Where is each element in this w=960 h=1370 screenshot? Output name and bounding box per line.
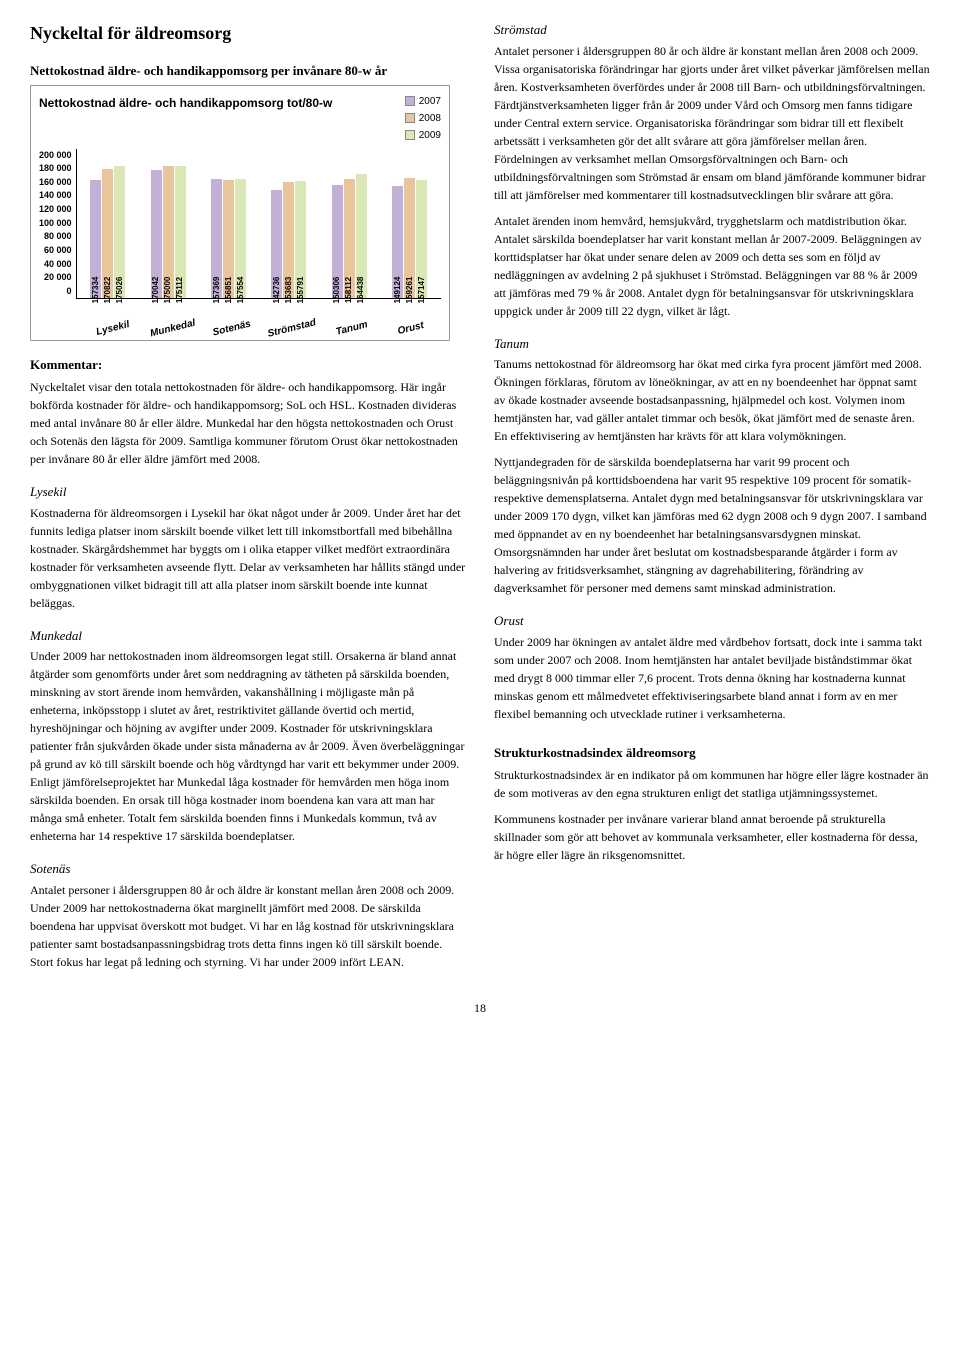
sotenas-heading: Sotenäs (30, 859, 466, 879)
bar-value-label: 164438 (355, 276, 367, 303)
bar-value-label: 150306 (331, 276, 343, 303)
bar-group: 150306158112164438 (324, 174, 374, 297)
bar: 150306 (332, 185, 343, 298)
struktur-body-2: Kommunens kostnader per invånare variera… (494, 810, 930, 864)
legend-label: 2008 (419, 111, 441, 126)
right-column: Strömstad Antalet personer i åldersgrupp… (494, 20, 930, 979)
bar: 170042 (151, 170, 162, 298)
stromstad-body-1: Antalet personer i åldersgruppen 80 år o… (494, 42, 930, 204)
bar-value-label: 153683 (283, 276, 295, 303)
bar-group: 157334170822175026 (83, 166, 133, 297)
stromstad-body-2: Antalet ärenden inom hemvård, hemsjukvår… (494, 212, 930, 320)
y-tick: 120 000 (39, 203, 72, 217)
y-tick: 80 000 (44, 230, 72, 244)
bar: 156851 (223, 180, 234, 298)
bar: 170822 (102, 169, 113, 297)
bar-group: 149124159261157147 (385, 178, 435, 297)
y-tick: 20 000 (44, 271, 72, 285)
bar-value-label: 175000 (162, 276, 174, 303)
y-tick: 200 000 (39, 149, 72, 163)
tanum-body-1: Tanums nettokostnad för äldreomsorg har … (494, 355, 930, 445)
bar: 158112 (344, 179, 355, 298)
bar: 159261 (404, 178, 415, 297)
bar: 157554 (235, 179, 246, 297)
legend-swatch (405, 130, 415, 140)
bar: 175000 (163, 166, 174, 297)
bar: 157334 (90, 180, 101, 298)
struktur-body-1: Strukturkostnadsindex är en indikator på… (494, 766, 930, 802)
legend-item: 2008 (405, 111, 441, 126)
bar-value-label: 157369 (211, 276, 223, 303)
y-axis: 200 000180 000160 000140 000120 000100 0… (39, 149, 76, 299)
bar-value-label: 156851 (223, 276, 235, 303)
y-tick: 180 000 (39, 162, 72, 176)
struktur-heading: Strukturkostnadsindex äldreomsorg (494, 743, 930, 763)
bar: 175112 (175, 166, 186, 297)
legend-label: 2007 (419, 94, 441, 109)
bar-value-label: 149124 (392, 276, 404, 303)
y-tick: 0 (67, 285, 72, 299)
legend-item: 2009 (405, 128, 441, 143)
bar: 149124 (392, 186, 403, 298)
bar-value-label: 157147 (416, 276, 428, 303)
sotenas-body: Antalet personer i åldersgruppen 80 år o… (30, 881, 466, 971)
tanum-heading: Tanum (494, 334, 930, 354)
legend-swatch (405, 113, 415, 123)
bar: 157147 (416, 180, 427, 298)
chart-title: Nettokostnad äldre- och handikappomsorg … (39, 94, 405, 112)
bar-value-label: 158112 (343, 276, 355, 302)
bar-group: 157369156851157554 (203, 179, 253, 297)
bar-value-label: 170042 (150, 276, 162, 303)
page-columns: Nyckeltal för äldreomsorg Nettokostnad ä… (30, 20, 930, 979)
lysekil-heading: Lysekil (30, 482, 466, 502)
lysekil-body: Kostnaderna för äldreomsorgen i Lysekil … (30, 504, 466, 612)
chart-plot: 200 000180 000160 000140 000120 000100 0… (39, 149, 441, 319)
bar-value-label: 142736 (271, 276, 283, 303)
bar-group: 170042175000175112 (143, 166, 193, 297)
y-tick: 40 000 (44, 258, 72, 272)
bar: 164438 (356, 174, 367, 297)
orust-body: Under 2009 har ökningen av antalet äldre… (494, 633, 930, 723)
munkedal-heading: Munkedal (30, 626, 466, 646)
kommentar-heading: Kommentar: (30, 355, 466, 375)
munkedal-body: Under 2009 har nettokostnaden inom äldre… (30, 647, 466, 845)
legend-item: 2007 (405, 94, 441, 109)
plot-area: 1573341708221750261700421750001751121573… (76, 149, 441, 299)
left-column: Nyckeltal för äldreomsorg Nettokostnad ä… (30, 20, 466, 979)
bar: 155791 (295, 181, 306, 298)
bar-group: 142736153683155791 (264, 181, 314, 298)
bar-value-label: 159261 (404, 276, 416, 303)
y-tick: 160 000 (39, 176, 72, 190)
bar-value-label: 170822 (102, 276, 114, 303)
y-tick: 100 000 (39, 217, 72, 231)
bar-value-label: 175112 (174, 276, 186, 302)
x-axis: LysekilMunkedalSotenäsStrömstadTanumOrus… (39, 321, 441, 336)
orust-heading: Orust (494, 611, 930, 631)
bar: 175026 (114, 166, 125, 297)
bar: 153683 (283, 182, 294, 297)
y-tick: 140 000 (39, 189, 72, 203)
bar-chart: Nettokostnad äldre- och handikappomsorg … (30, 85, 450, 341)
bar: 142736 (271, 190, 282, 297)
bar-value-label: 157554 (235, 276, 247, 303)
legend-label: 2009 (419, 128, 441, 143)
kommentar-body: Nyckeltalet visar den totala nettokostna… (30, 378, 466, 468)
bar-value-label: 175026 (114, 276, 126, 303)
page-number: 18 (30, 999, 930, 1017)
chart-legend: 2007 2008 2009 (405, 94, 441, 143)
chart-section-title: Nettokostnad äldre- och handikappomsorg … (30, 61, 466, 81)
y-tick: 60 000 (44, 244, 72, 258)
chart-header: Nettokostnad äldre- och handikappomsorg … (39, 94, 441, 143)
bar-value-label: 155791 (295, 276, 307, 303)
bar-value-label: 157334 (90, 276, 102, 303)
stromstad-heading: Strömstad (494, 20, 930, 40)
legend-swatch (405, 96, 415, 106)
page-title: Nyckeltal för äldreomsorg (30, 20, 466, 47)
bar: 157369 (211, 179, 222, 297)
tanum-body-2: Nyttjandegraden för de särskilda boendep… (494, 453, 930, 597)
